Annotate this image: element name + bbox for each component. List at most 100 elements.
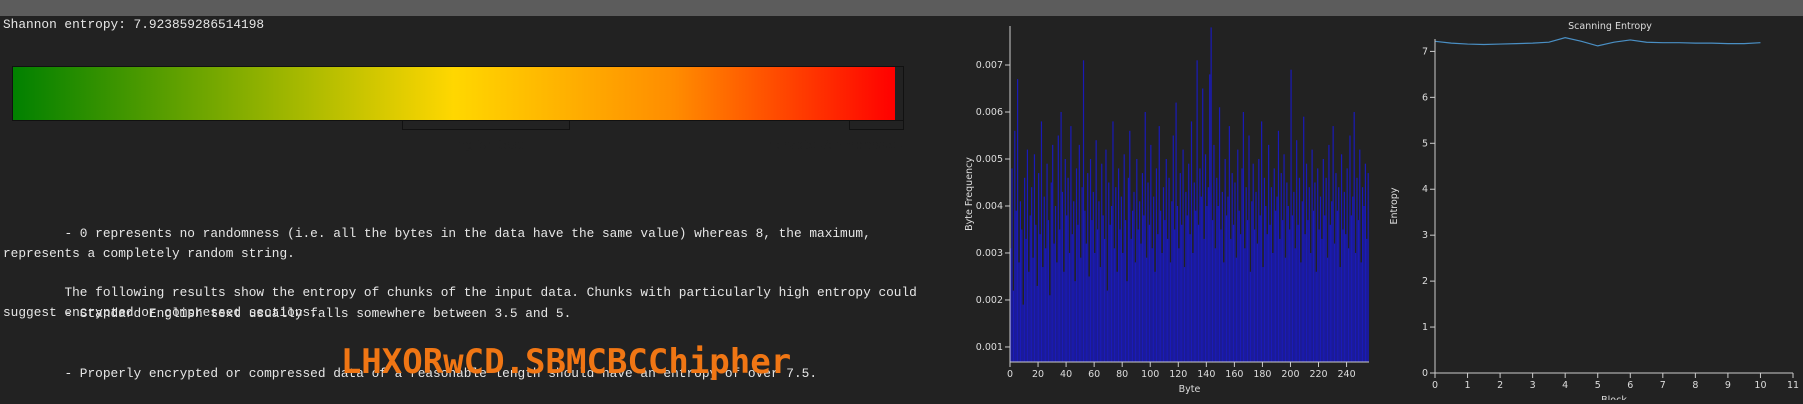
bar [1255, 191, 1257, 362]
bar [1150, 144, 1152, 362]
bar [1112, 121, 1114, 362]
bar [1153, 196, 1155, 362]
bar [1321, 238, 1323, 362]
bar [1179, 173, 1181, 362]
bar [1113, 248, 1115, 362]
bar [1245, 187, 1247, 362]
bar [1035, 224, 1037, 362]
bar [1059, 229, 1061, 362]
x-tick-label: 240 [1337, 369, 1355, 380]
bar [1216, 177, 1218, 362]
y-tick-label: 2 [1422, 276, 1428, 287]
bar [1204, 154, 1207, 362]
bar [1029, 215, 1031, 362]
note: The following results show the entropy o… [3, 285, 925, 320]
bar [1282, 220, 1284, 362]
bar [1011, 168, 1013, 362]
bar [1010, 248, 1012, 362]
bar [1084, 210, 1086, 362]
bar [1326, 257, 1329, 362]
bar [1189, 234, 1191, 362]
bar [1172, 135, 1174, 362]
bar [1331, 201, 1333, 362]
bar [1168, 177, 1170, 362]
bar [1190, 121, 1193, 362]
bar [1221, 191, 1223, 362]
bar [1287, 205, 1289, 362]
bar [1148, 224, 1151, 362]
bar [1361, 187, 1364, 362]
bar [1329, 224, 1331, 362]
bar [1120, 196, 1122, 362]
bar [1105, 149, 1107, 362]
bar [1139, 201, 1141, 362]
scale-label: Encrypted/compressed [760, 137, 904, 152]
bar [1332, 126, 1334, 362]
bar [1328, 144, 1330, 362]
x-tick-label: 160 [1225, 369, 1243, 380]
bar [1182, 149, 1184, 362]
x-tick-label: 80 [1116, 369, 1128, 380]
bar [1315, 271, 1317, 362]
bar [1056, 262, 1058, 362]
bar [1367, 173, 1369, 362]
description: - 0 represents no randomness (i.e. all t… [3, 184, 933, 404]
bar [1080, 257, 1082, 362]
bar [1124, 220, 1127, 362]
bar [1160, 210, 1162, 362]
bar [1075, 168, 1078, 362]
x-tick-label: 180 [1253, 369, 1271, 380]
bar [1296, 140, 1298, 362]
bar [1254, 229, 1256, 362]
bar [1207, 187, 1209, 362]
bar [1284, 257, 1287, 362]
bar [1026, 149, 1029, 362]
x-tick-label: 6 [1627, 380, 1633, 391]
bar [1270, 187, 1273, 362]
bar [1357, 220, 1359, 362]
bar [1140, 243, 1142, 362]
bar [1164, 220, 1166, 362]
y-tick-label: 5 [1422, 138, 1428, 149]
entropy-scale [12, 66, 895, 121]
bar [1098, 201, 1100, 362]
bar [1022, 304, 1024, 362]
bar [1073, 201, 1075, 362]
bar [1336, 210, 1338, 362]
bar [1066, 215, 1068, 362]
bar [1266, 234, 1268, 362]
y-axis-label: Entropy [1389, 187, 1400, 224]
bar [1359, 149, 1361, 362]
x-tick-label: 11 [1787, 380, 1799, 391]
bar [1021, 229, 1023, 362]
bar [1054, 205, 1057, 362]
bar [1038, 173, 1040, 362]
bar [1237, 149, 1239, 362]
bar [1241, 168, 1243, 362]
y-tick-label: 0 [1422, 368, 1428, 379]
bar [1028, 271, 1030, 362]
y-tick-label: 0.005 [976, 154, 1003, 165]
bar [1279, 238, 1281, 362]
bar [1053, 243, 1055, 362]
bar [1366, 238, 1368, 362]
bar [1356, 177, 1358, 362]
bar [1261, 121, 1263, 362]
bar [1224, 158, 1226, 362]
bar [1290, 69, 1292, 363]
bar [1122, 252, 1124, 362]
bar [1117, 168, 1120, 362]
bar [1223, 262, 1225, 362]
bar [1258, 158, 1260, 362]
bar [1286, 182, 1288, 362]
bar [1312, 210, 1315, 362]
bar [1116, 271, 1118, 362]
x-tick-label: 4 [1562, 380, 1568, 391]
bar [1067, 177, 1069, 362]
bar [1095, 140, 1097, 362]
bar [1268, 144, 1270, 362]
x-tick-label: 0 [1432, 380, 1438, 391]
y-tick-label: 3 [1422, 230, 1428, 241]
